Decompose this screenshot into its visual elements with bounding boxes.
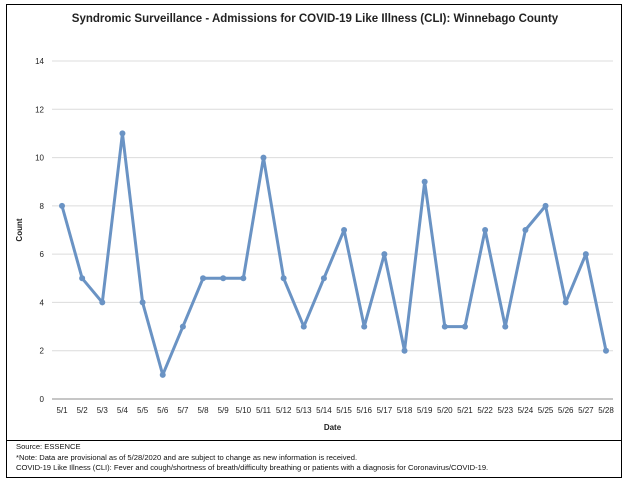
data-point: [341, 227, 348, 233]
x-tick-label: 5/25: [538, 406, 554, 415]
x-tick-label: 5/19: [417, 406, 433, 415]
data-point: [300, 323, 307, 330]
data-point: [320, 275, 327, 282]
x-tick-label: 5/17: [377, 406, 393, 415]
cli-definition: COVID-19 Like Illness (CLI): Fever and c…: [16, 463, 489, 472]
source-note: Source: ESSENCE: [16, 442, 81, 451]
data-point: [139, 299, 146, 306]
footer-divider: [6, 440, 622, 441]
data-point: [441, 323, 448, 330]
data-point: [381, 251, 388, 258]
x-tick-label: 5/26: [558, 406, 574, 415]
y-tick-label: 10: [35, 154, 44, 163]
line-chart: 0 2 4 6 8 10 12 14 5/1 5/2 5/3 5/4 5/5 5/6 5/7 5/8 5/9 5/…: [15, 57, 614, 432]
x-tick-label: 5/15: [336, 406, 352, 415]
x-tick-label: 5/28: [598, 406, 614, 415]
data-point: [179, 323, 186, 330]
x-tick-label: 5/12: [276, 406, 292, 415]
data-point: [79, 275, 86, 282]
x-axis-title: Date: [324, 423, 342, 432]
x-tick-label: 5/3: [97, 406, 109, 415]
y-axis-title: Count: [15, 218, 24, 241]
provisional-note: *Note: Data are provisional as of 5/28/2…: [16, 452, 358, 462]
data-point: [461, 323, 468, 330]
x-tick-label: 5/14: [316, 406, 332, 415]
x-tick-label: 5/5: [137, 406, 149, 415]
x-tick-label: 5/6: [157, 406, 169, 415]
x-tick-label: 5/24: [518, 406, 534, 415]
data-point: [119, 130, 126, 137]
data-point: [240, 275, 247, 282]
y-tick-label: 2: [40, 347, 45, 356]
chart-title: Syndromic Surveillance - Admissions for …: [71, 13, 559, 25]
data-point: [280, 275, 287, 282]
x-tick-label: 5/10: [236, 406, 252, 415]
data-point: [401, 347, 408, 354]
x-tick-label: 5/22: [477, 406, 493, 415]
x-tick-label: 5/8: [197, 406, 209, 415]
x-tick-label: 5/4: [117, 406, 129, 415]
y-tick-label: 14: [35, 57, 44, 66]
series-line: [60, 131, 608, 377]
x-tick-label: 5/21: [457, 406, 473, 415]
data-point: [421, 178, 428, 185]
y-tick-label: 6: [40, 250, 45, 259]
data-point: [361, 323, 368, 330]
y-tick-label: 4: [40, 298, 45, 307]
x-tick-label: 5/27: [578, 406, 594, 415]
data-point: [562, 299, 569, 306]
data-point: [582, 251, 589, 258]
data-point: [603, 347, 609, 354]
data-point: [542, 202, 549, 209]
y-tick-label: 0: [40, 395, 45, 404]
data-point: [522, 227, 529, 233]
x-tick-label: 5/2: [77, 406, 89, 415]
data-point: [502, 323, 509, 330]
data-point: [99, 299, 106, 306]
chart-footer: Source: ESSENCE *Note: Data are provisio…: [16, 442, 616, 474]
x-tick-label: 5/23: [497, 406, 513, 415]
x-tick-label: 5/7: [177, 406, 189, 415]
data-point: [482, 227, 489, 233]
data-point: [200, 275, 207, 282]
data-point: [59, 202, 65, 209]
x-tick-label: 5/13: [296, 406, 312, 415]
x-tick-label: 5/16: [356, 406, 372, 415]
x-tick-label: 5/9: [218, 406, 230, 415]
y-tick-label: 12: [35, 105, 44, 114]
data-point: [260, 154, 267, 161]
x-tick-label: 5/11: [256, 406, 272, 415]
x-tick-label: 5/1: [56, 406, 68, 415]
data-point: [220, 275, 227, 282]
y-tick-label: 8: [40, 202, 45, 211]
data-point: [159, 371, 166, 378]
x-tick-label: 5/20: [437, 406, 453, 415]
x-tick-label: 5/18: [397, 406, 413, 415]
